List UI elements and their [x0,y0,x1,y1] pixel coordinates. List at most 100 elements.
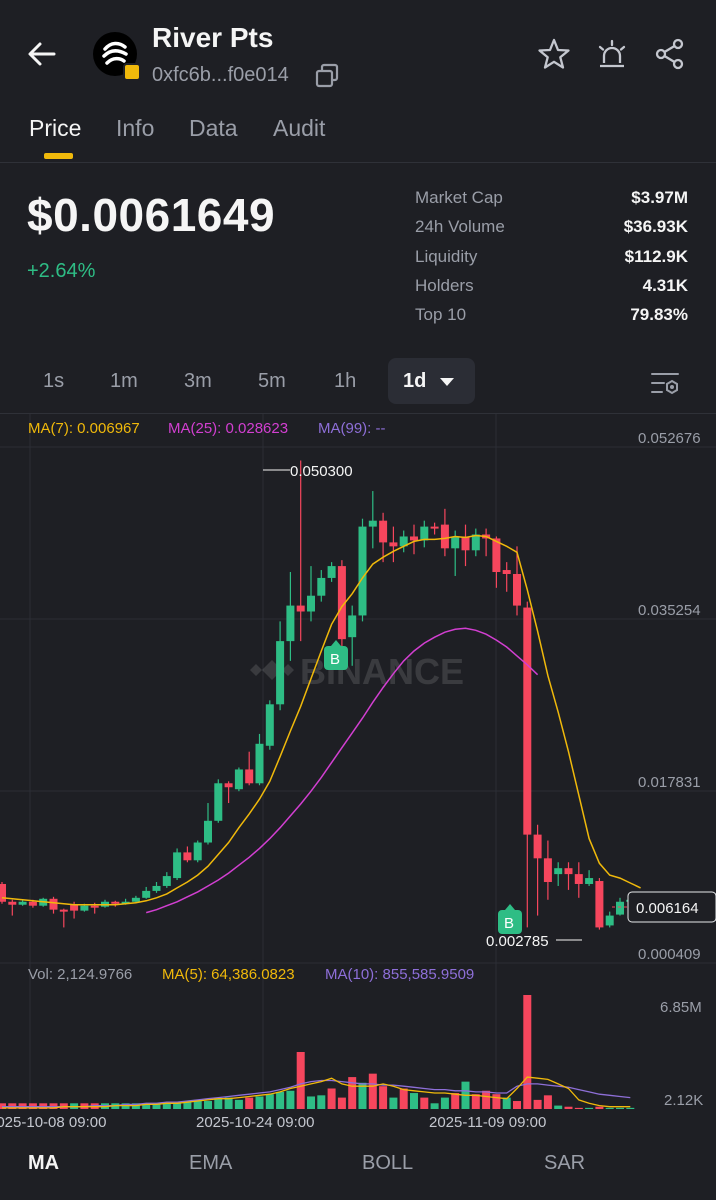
candle [162,872,171,888]
volume-bar [482,1090,491,1109]
tab-price[interactable]: Price [29,115,82,141]
candle [204,803,212,845]
price-axis: 0.052676 0.035254 0.017831 0.000409 [638,430,701,963]
interval-1s[interactable]: 1s [43,370,65,392]
interval-3m[interactable]: 3m [184,370,212,392]
volume-bar [368,1073,377,1109]
volume-bar [327,1088,336,1109]
candle [492,536,501,588]
stat-label: Holders [415,275,474,295]
volume-bar [451,1093,460,1109]
star-icon[interactable] [537,37,571,71]
interval-1d-label: 1d [403,370,427,392]
candle [461,524,470,567]
ma25-line [145,627,539,914]
low-marker: 0.002785 [486,933,582,950]
candle [101,899,109,908]
volume-bar [513,1101,521,1109]
tab-data[interactable]: Data [189,115,238,141]
interval-1h[interactable]: 1h [334,370,357,392]
indicator-tab-sar[interactable]: SAR [544,1152,586,1174]
stat-label: Liquidity [415,246,478,266]
volume-bar [543,1095,552,1109]
candle [523,601,532,928]
current-price-tag: 0.006164 [612,891,716,923]
indicator-tab-boll[interactable]: BOLL [362,1152,414,1174]
vol-ma5-legend: MA(5): 64,386.0823 [162,966,295,983]
volume-bar [523,995,532,1109]
high-marker: 0.050300 [263,463,353,480]
candle [0,882,6,904]
volume-bar [564,1106,573,1109]
alert-icon[interactable] [595,37,629,71]
stat-value: $3.97M [631,188,688,207]
back-arrow-icon[interactable] [24,36,60,72]
volume-bar [626,1107,635,1109]
time-axis: 2025-10-08 09:00 2025-10-24 09:00 2025-1… [0,1114,546,1131]
candle [471,528,480,557]
volume-bar [152,1103,161,1109]
candle [348,605,357,666]
volume-bar [502,1097,511,1109]
volume-bars-layer [0,995,635,1109]
indicator-tab-ma[interactable]: MA [28,1152,60,1174]
candle [111,900,120,907]
interval-1d-dropdown[interactable] [388,358,475,404]
stat-liquidity: Liquidity $112.9K [415,245,688,274]
tab-audit[interactable]: Audit [273,115,326,141]
stat-value: $112.9K [624,246,688,266]
stat-label: Market Cap [415,188,503,207]
volume-bar [173,1103,182,1109]
chart-settings-icon[interactable] [650,370,680,396]
stat-label: Top 10 [415,305,467,325]
candle [564,862,573,890]
stat-top-10: Top 10 79.83% [415,303,688,332]
candle [173,848,182,881]
buy-marker[interactable]: B [324,640,348,670]
buy-marker[interactable]: B [498,904,522,934]
volume-bar [358,1082,367,1109]
volume-bar [471,1094,480,1109]
interval-5m[interactable]: 5m [258,370,286,392]
volume-bar [234,1099,243,1109]
chart-gridlines [0,414,716,1110]
volume-axis: 6.85M 2.12K [660,999,703,1109]
volume-bar [204,1101,212,1109]
candle [379,512,388,563]
volume-bar [245,1097,254,1109]
candle [574,862,583,898]
candle [234,767,243,792]
candle [399,530,408,553]
chevron-down-icon [440,378,454,386]
volume-bar [389,1097,398,1109]
share-icon[interactable] [653,37,687,71]
price-tick: 0.052676 [638,430,701,447]
volume-tick: 2.12K [664,1092,703,1109]
volume-bar [399,1088,408,1109]
volume-bar [317,1095,326,1109]
candle [482,528,491,557]
candle [307,566,315,622]
ma7-line [1,534,641,906]
candle [214,779,223,823]
stat-value: 79.83% [630,305,688,325]
header: River Pts 0xfc6b...f0e014 [0,0,716,105]
interval-1m[interactable]: 1m [110,370,138,392]
indicator-tab-ema[interactable]: EMA [189,1152,233,1174]
market-stats: Market Cap $3.97M 24h Volume $36.93K Liq… [415,186,688,332]
vol-ma10-line [2,1079,631,1108]
token-address: 0xfc6b...f0e014 [152,64,289,86]
stat-value: $36.93K [623,217,688,237]
volume-tick: 6.85M [660,999,702,1016]
ma7-legend: MA(7): 0.006967 [28,420,140,437]
vol-ma5-line [2,1076,631,1109]
candle [255,733,264,786]
candle [543,840,552,900]
price-tick: 0.017831 [638,774,701,791]
volume-bar [430,1103,439,1109]
copy-icon[interactable] [314,63,340,89]
candle [59,908,68,928]
tab-info[interactable]: Info [116,115,155,141]
candle [317,570,326,602]
